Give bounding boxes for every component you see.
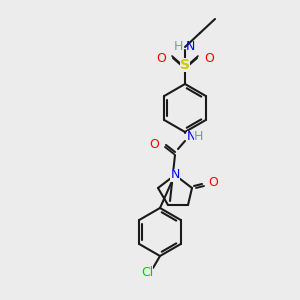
Text: Cl: Cl xyxy=(141,266,153,278)
Text: O: O xyxy=(208,176,218,188)
Text: O: O xyxy=(204,52,214,64)
Text: S: S xyxy=(180,58,190,72)
Text: O: O xyxy=(149,139,159,152)
Text: H: H xyxy=(194,130,203,143)
Text: H: H xyxy=(174,40,183,52)
Text: N: N xyxy=(170,169,180,182)
Text: N: N xyxy=(187,130,196,143)
Text: N: N xyxy=(186,40,195,52)
Text: O: O xyxy=(156,52,166,64)
